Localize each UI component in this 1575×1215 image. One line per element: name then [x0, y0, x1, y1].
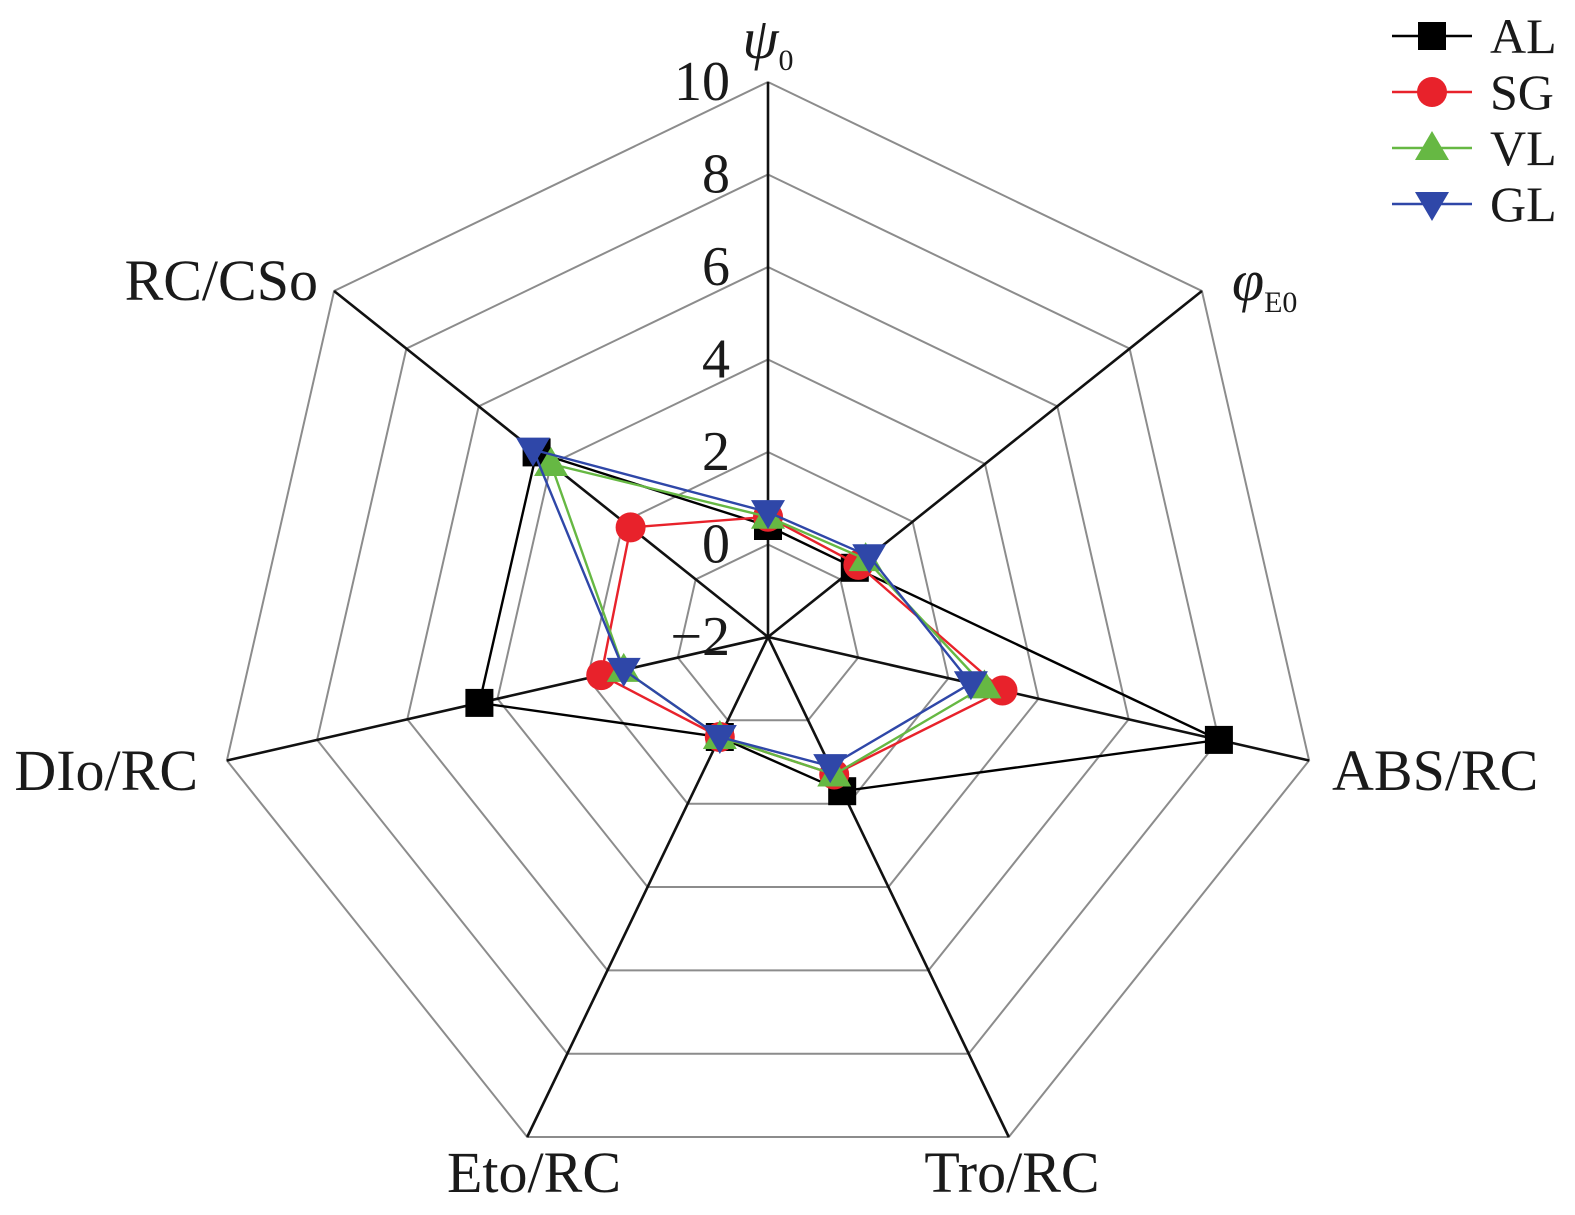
series-line-vl [549, 462, 987, 776]
legend-item-gl: GL [1392, 176, 1557, 232]
legend-marker-gl [1415, 192, 1449, 221]
tick-label: 4 [702, 329, 730, 391]
legend-label: GL [1490, 176, 1557, 232]
radar-axes [226, 82, 1310, 1138]
legend-label: SG [1490, 64, 1554, 120]
tick-label: 2 [702, 421, 730, 483]
grid-ring-3 [496, 358, 1040, 888]
series-gl [515, 437, 988, 784]
data-point-sg-6 [615, 512, 646, 543]
data-point-gl-3 [813, 754, 848, 784]
data-point-gl-0 [751, 500, 785, 530]
legend-marker-sg [1417, 77, 1447, 107]
data-point-gl-6 [515, 437, 550, 467]
tick-label: −2 [670, 606, 730, 668]
legend-item-al: AL [1392, 8, 1557, 64]
axis-label-0: ψ0 [742, 6, 793, 77]
grid-ring-6 [225, 80, 1311, 1138]
data-point-gl-1 [852, 544, 887, 574]
radar-series [465, 437, 1233, 806]
axis-label-3: Tro/RC [924, 1140, 1099, 1205]
grid-ring-2 [586, 450, 950, 805]
axis-label-4: Eto/RC [447, 1140, 621, 1205]
axis-label-1: φE0 [1232, 248, 1297, 319]
axis-label-5: DIo/RC [14, 738, 198, 803]
legend-marker-vl [1415, 131, 1449, 160]
data-point-al-5 [465, 688, 494, 717]
legend-label: AL [1490, 8, 1557, 64]
data-point-gl-4 [702, 725, 737, 755]
radar-grid [225, 80, 1311, 1138]
series-line-al [477, 450, 1224, 793]
radial-tick-labels: −2 0 2 4 6 8 10 [670, 51, 730, 668]
axis-labels: ψ0 φE0 ABS/RC Tro/RC Eto/RC DIo/RC RC/CSo [14, 6, 1538, 1205]
data-point-vl-6 [534, 446, 569, 476]
axis-spoke-4 [526, 636, 770, 1138]
legend-label: VL [1490, 120, 1557, 176]
grid-ring-4 [406, 265, 1130, 972]
data-point-gl-2 [953, 671, 988, 701]
axis-label-6: RC/CSo [125, 248, 318, 313]
tick-label: 0 [702, 514, 730, 576]
tick-label: 8 [702, 144, 730, 206]
grid-ring-5 [316, 173, 1220, 1055]
grid-ring-1 [676, 543, 860, 722]
axis-spoke-3 [766, 636, 1010, 1138]
tick-label: 6 [702, 236, 730, 298]
legend-item-vl: VL [1392, 120, 1557, 176]
series-line-gl [530, 447, 973, 768]
axis-spoke-5 [226, 635, 769, 762]
data-point-gl-5 [606, 657, 641, 687]
tick-label: 10 [674, 51, 730, 113]
legend-item-sg: SG [1392, 64, 1554, 120]
legend-marker-al [1418, 22, 1446, 50]
data-point-al-2 [1204, 725, 1233, 754]
axis-label-2: ABS/RC [1332, 738, 1538, 803]
axis-spoke-1 [767, 289, 1203, 639]
data-point-sg-5 [586, 660, 617, 691]
